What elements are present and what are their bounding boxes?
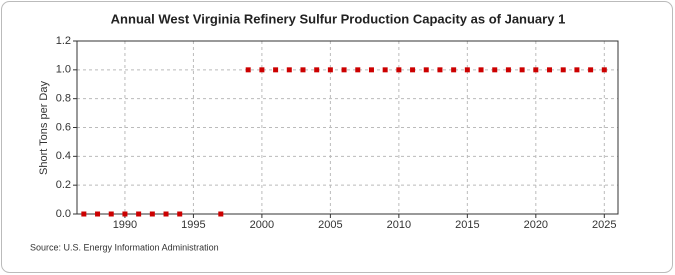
marker [382, 67, 388, 73]
marker [601, 67, 607, 73]
marker [177, 211, 183, 217]
y-tick-label: 1.2 [56, 35, 71, 47]
marker [286, 67, 292, 73]
y-tick-label: 0.8 [56, 93, 71, 105]
marker [533, 67, 539, 73]
marker [300, 67, 306, 73]
marker [396, 67, 402, 73]
x-tick-label: 2005 [318, 219, 342, 231]
marker [423, 67, 429, 73]
x-tick-label: 2000 [250, 219, 274, 231]
y-tick-label: 0.2 [56, 179, 71, 191]
marker [218, 211, 224, 217]
marker [437, 67, 443, 73]
marker [327, 67, 333, 73]
marker [136, 211, 142, 217]
marker [149, 211, 155, 217]
y-tick-label: 0.0 [56, 208, 71, 220]
marker [410, 67, 416, 73]
x-tick-label: 1990 [113, 219, 137, 231]
marker [108, 211, 114, 217]
marker [81, 211, 87, 217]
y-tick-label: 0.4 [56, 150, 71, 162]
x-tick-label: 2020 [524, 219, 548, 231]
marker [122, 211, 128, 217]
marker [163, 211, 169, 217]
x-tick-label: 2015 [455, 219, 479, 231]
marker [341, 67, 347, 73]
y-tick-label: 1.0 [56, 64, 71, 76]
marker [368, 67, 374, 73]
y-tick-label: 0.6 [56, 121, 71, 133]
marker [464, 67, 470, 73]
marker [273, 67, 279, 73]
marker [478, 67, 484, 73]
marker [451, 67, 457, 73]
marker [574, 67, 580, 73]
x-tick-label: 1995 [181, 219, 205, 231]
marker [547, 67, 553, 73]
y-axis-label: Short Tons per Day [38, 81, 50, 175]
chart-title: Annual West Virginia Refinery Sulfur Pro… [111, 11, 566, 26]
marker [492, 67, 498, 73]
plot-border [76, 40, 619, 215]
marker [314, 67, 320, 73]
marker [588, 67, 594, 73]
marker [505, 67, 511, 73]
x-tick-label: 2025 [592, 219, 616, 231]
marker [95, 211, 101, 217]
source: Source: U.S. Energy Information Administ… [30, 242, 219, 252]
marker [259, 67, 265, 73]
marker [560, 67, 566, 73]
marker [519, 67, 525, 73]
marker [245, 67, 251, 73]
marker [355, 67, 361, 73]
x-tick-label: 2010 [387, 219, 411, 231]
